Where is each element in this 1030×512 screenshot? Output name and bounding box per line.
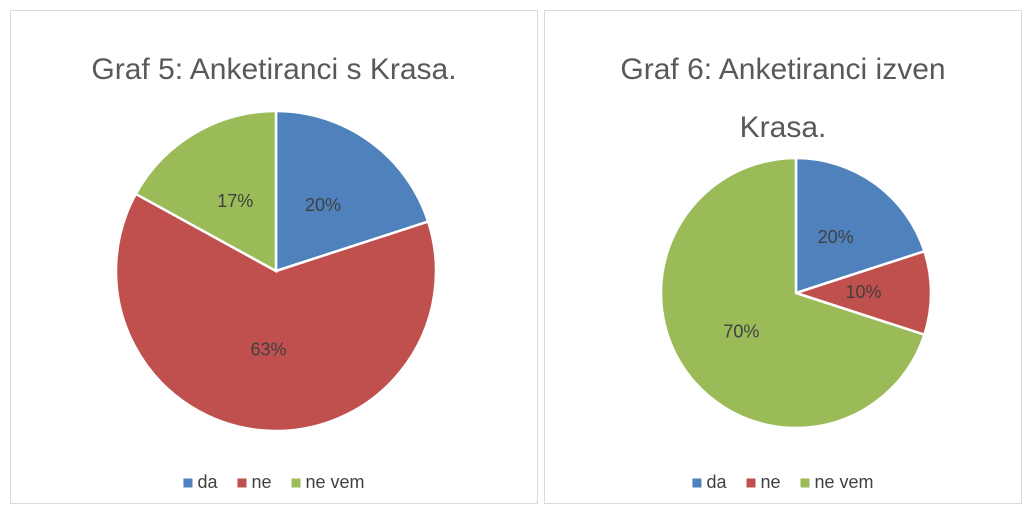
- chart-panel: 20% 10% 70% da ne ne vem Graf 6: Anketiranci …: [544, 10, 1022, 504]
- legend-label: ne vem: [815, 472, 874, 492]
- pie-slice: [274, 109, 430, 273]
- legend-label: da: [197, 472, 218, 492]
- chart-panel: 20% 63% 17% da ne ne vem Graf 5: Anketiranci …: [10, 10, 538, 504]
- data-label: 20%: [818, 227, 854, 247]
- legend-swatch: [237, 478, 247, 488]
- data-label: 63%: [250, 339, 286, 359]
- legend-swatch: [183, 478, 193, 488]
- data-label: 20%: [305, 195, 341, 215]
- legend-label: ne vem: [306, 472, 365, 492]
- data-label: 17%: [217, 191, 253, 211]
- chart-title: Graf 5: Anketiranci s Krasa.: [91, 53, 457, 86]
- data-label: 10%: [845, 282, 881, 302]
- pie-slice: [791, 249, 933, 337]
- pie-slice: [659, 156, 926, 430]
- chart: 20% 10% 70% da ne ne vem: [659, 156, 933, 492]
- chart-title: Graf 6: Anketiranci izven Krasa.: [620, 53, 946, 144]
- data-label: 70%: [723, 321, 759, 341]
- legend-swatch: [291, 478, 301, 488]
- legend-label: ne: [760, 472, 780, 492]
- chart: 20% 63% 17% da ne ne vem: [114, 109, 438, 492]
- pie-slice: [134, 109, 278, 274]
- pie-slice: [794, 156, 926, 295]
- legend-swatch: [692, 478, 702, 488]
- legend-label: ne: [251, 472, 271, 492]
- legend-swatch: [800, 478, 810, 488]
- legend-label: da: [706, 472, 727, 492]
- pie-slice: [114, 192, 438, 433]
- legend-swatch: [746, 478, 756, 488]
